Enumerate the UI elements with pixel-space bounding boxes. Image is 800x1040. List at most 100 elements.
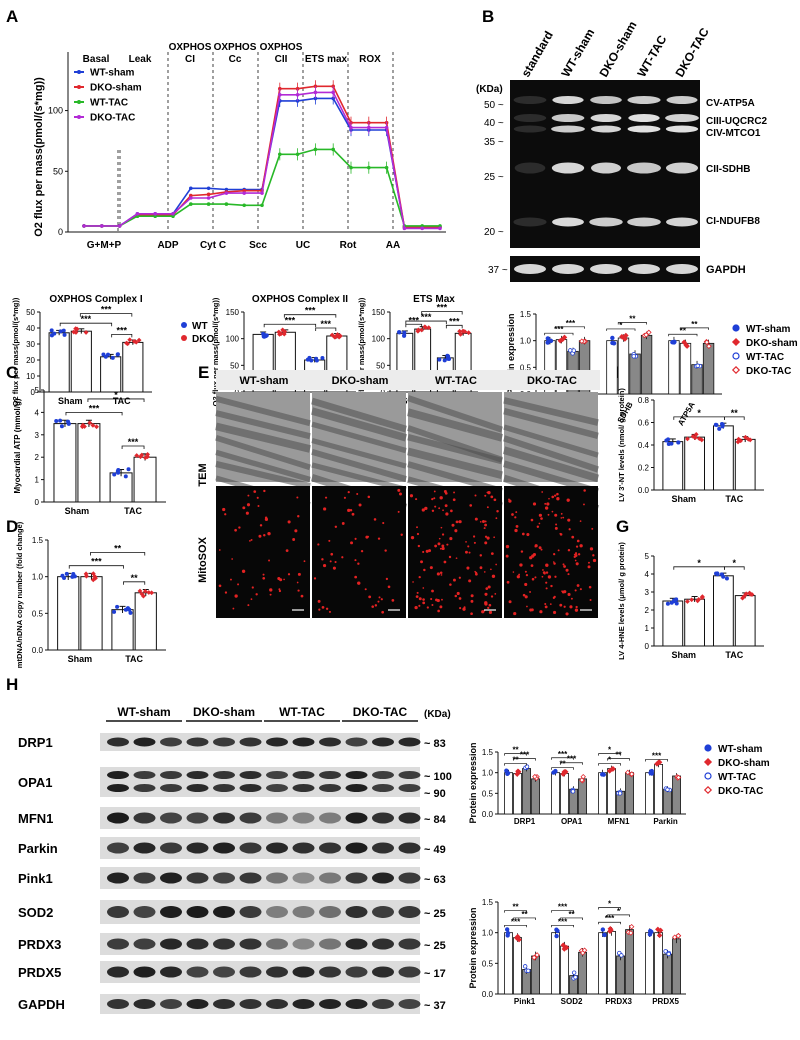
mitosox-signal <box>416 526 418 529</box>
complex-ii-sig-bracket <box>263 323 317 328</box>
mitosox-signal <box>508 499 512 503</box>
blot-b-label-sdhb: CII-SDHB <box>706 164 750 175</box>
hne-dot <box>689 597 695 603</box>
blot-h-band <box>107 872 129 884</box>
mitosox-signal <box>555 523 558 526</box>
blot-h-band <box>107 999 129 1009</box>
antioxidant-bar <box>598 932 607 995</box>
dynamics-sig-label: *** <box>652 751 662 760</box>
nt-bar <box>713 425 734 491</box>
mitosox-signal <box>358 503 362 507</box>
panel-label-e: E <box>198 363 209 382</box>
mitosox-signal <box>242 506 246 510</box>
blot-h-band <box>107 938 129 950</box>
blot-h-band <box>213 812 235 824</box>
mitosox-signal <box>545 563 549 567</box>
blot-h-strip <box>100 767 420 797</box>
trace-stage-label: Cc <box>229 54 242 65</box>
mitosox-signal <box>431 509 435 513</box>
oxphos-protein-dot <box>557 337 564 344</box>
blot-b-band <box>590 96 622 104</box>
mitosox-signal <box>434 544 438 548</box>
antioxidant-sig-bracket <box>504 910 527 913</box>
antioxidant-sig-bracket <box>598 921 621 925</box>
blot-b-kda-title: (KDa) <box>476 84 503 95</box>
tem-fiber <box>215 449 311 483</box>
dynamics-sig-label: ** <box>615 751 622 760</box>
mitosox-signal <box>484 523 488 527</box>
dynamics-dot <box>532 773 538 780</box>
mitosox-signal <box>453 578 456 582</box>
oxphos-protein-bar <box>640 334 653 395</box>
blot-h-band <box>107 966 129 978</box>
mitosox-signal <box>511 513 514 516</box>
mitosox-signal <box>458 597 462 600</box>
blot-h-band <box>133 771 156 779</box>
dynamics-sig-label: * <box>608 756 612 765</box>
legend-h-label: WT-sham <box>718 744 763 755</box>
mitosox-signal <box>562 516 565 519</box>
antioxidant-dot <box>628 930 634 936</box>
mitosox-signal <box>569 605 573 609</box>
tem-image-row <box>215 392 600 513</box>
mitosox-signal <box>380 598 383 601</box>
antioxidant-sig-label: *** <box>558 903 568 912</box>
dynamics-dot <box>560 771 566 777</box>
blot-h-band <box>398 737 421 747</box>
legend-h-marker <box>703 785 713 795</box>
mitosox-signal <box>440 574 443 576</box>
antioxidant-sig-label: * <box>617 907 621 916</box>
mitosox-signal <box>224 591 228 594</box>
mtdna-xtick-label: TAC <box>125 654 143 664</box>
dynamics-bar <box>522 768 531 815</box>
trace-stage-label: ROX <box>359 54 381 65</box>
antioxidant-dot <box>554 933 559 939</box>
tem-fiber <box>311 437 407 469</box>
ets-max-dot <box>445 356 450 361</box>
ets-max-dot <box>466 330 472 336</box>
dynamics-bar <box>513 773 522 815</box>
antioxidant-bar <box>625 929 634 995</box>
mitosox-signal <box>493 498 497 502</box>
mitosox-signal <box>357 562 360 565</box>
mitosox-signal <box>454 594 458 598</box>
mitosox-signal <box>474 517 478 521</box>
mitosox-signal <box>439 605 443 609</box>
mitosox-signal <box>534 576 537 579</box>
blot-h-band <box>133 966 156 978</box>
mitosox-signal <box>563 605 566 608</box>
mitosox-signal <box>251 586 254 589</box>
tem-fiber <box>503 397 599 426</box>
tem-fiber <box>502 446 600 483</box>
nt-dot <box>735 439 741 445</box>
mitosox-signal <box>490 595 494 598</box>
blot-h-band <box>319 966 341 978</box>
blot-h-band <box>133 938 156 950</box>
mitosox-signal <box>300 594 304 598</box>
mitosox-signal <box>378 596 381 599</box>
legend-h-label: DKO-TAC <box>718 786 763 797</box>
dynamics-bar-chart: 0.0 0.5 1.0 1.5 Protein expression DRP1 OPA1 MF… <box>468 742 686 826</box>
complex-i-sig-bracket <box>59 322 113 327</box>
complex-ii-sig-label: *** <box>285 315 296 325</box>
mitosox-signal <box>245 511 249 515</box>
blot-h-size-label: ~ 17 <box>424 968 446 980</box>
mitosox-signal <box>328 610 332 613</box>
blot-b-gapdh-marker: 37 ~ <box>488 265 508 276</box>
antioxidant-xtick-label: Pink1 <box>514 997 536 1006</box>
oxphos-protein-bar <box>668 340 680 395</box>
antioxidant-bar <box>560 945 569 995</box>
tem-fiber <box>311 462 407 493</box>
trace-point <box>206 192 211 197</box>
complex-i-sig-label: *** <box>117 325 128 335</box>
antioxidant-sig-label: ** <box>568 910 575 919</box>
panel-e-row-tem: TEM <box>197 463 209 486</box>
complex-ii-dot <box>263 334 268 339</box>
mitosox-signal <box>589 598 592 602</box>
antioxidant-sig-label: *** <box>558 917 568 926</box>
dynamics-sig-label: *** <box>558 750 568 759</box>
mitosox-signal <box>449 583 452 586</box>
blot-b-gapdh-band <box>552 264 584 274</box>
blot-b-band <box>666 96 698 104</box>
mitosox-signal <box>540 548 543 551</box>
